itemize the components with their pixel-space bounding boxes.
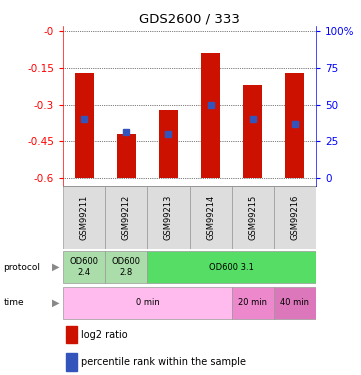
Bar <box>63 287 232 319</box>
Text: OD600
2.8: OD600 2.8 <box>112 258 141 277</box>
Text: GSM99216: GSM99216 <box>290 195 299 240</box>
Text: protocol: protocol <box>4 263 40 272</box>
Bar <box>117 134 136 178</box>
Bar <box>105 251 147 283</box>
Bar <box>232 186 274 249</box>
Text: 20 min: 20 min <box>238 298 267 307</box>
Text: log2 ratio: log2 ratio <box>81 330 127 340</box>
Bar <box>63 186 105 249</box>
Text: ▶: ▶ <box>52 298 60 308</box>
Text: ▶: ▶ <box>52 262 60 272</box>
Bar <box>75 73 94 178</box>
Text: time: time <box>4 298 24 307</box>
Text: GSM99215: GSM99215 <box>248 195 257 240</box>
Text: GSM99213: GSM99213 <box>164 195 173 240</box>
Bar <box>232 287 274 319</box>
Text: GSM99211: GSM99211 <box>80 195 89 240</box>
Bar <box>63 251 105 283</box>
Bar <box>274 186 316 249</box>
Text: 0 min: 0 min <box>135 298 159 307</box>
Bar <box>190 186 232 249</box>
Text: OD600
2.4: OD600 2.4 <box>70 258 99 277</box>
Bar <box>66 326 77 344</box>
Bar <box>243 85 262 178</box>
Bar <box>159 110 178 178</box>
Text: percentile rank within the sample: percentile rank within the sample <box>81 357 246 367</box>
Title: GDS2600 / 333: GDS2600 / 333 <box>139 12 240 25</box>
Text: OD600 3.1: OD600 3.1 <box>209 262 254 272</box>
Bar <box>285 73 304 178</box>
Bar <box>147 186 190 249</box>
Bar <box>201 53 220 178</box>
Bar <box>274 287 316 319</box>
Bar <box>105 186 147 249</box>
Bar <box>147 251 316 283</box>
Text: 40 min: 40 min <box>280 298 309 307</box>
Text: GSM99212: GSM99212 <box>122 195 131 240</box>
Bar <box>66 353 77 370</box>
Text: GSM99214: GSM99214 <box>206 195 215 240</box>
